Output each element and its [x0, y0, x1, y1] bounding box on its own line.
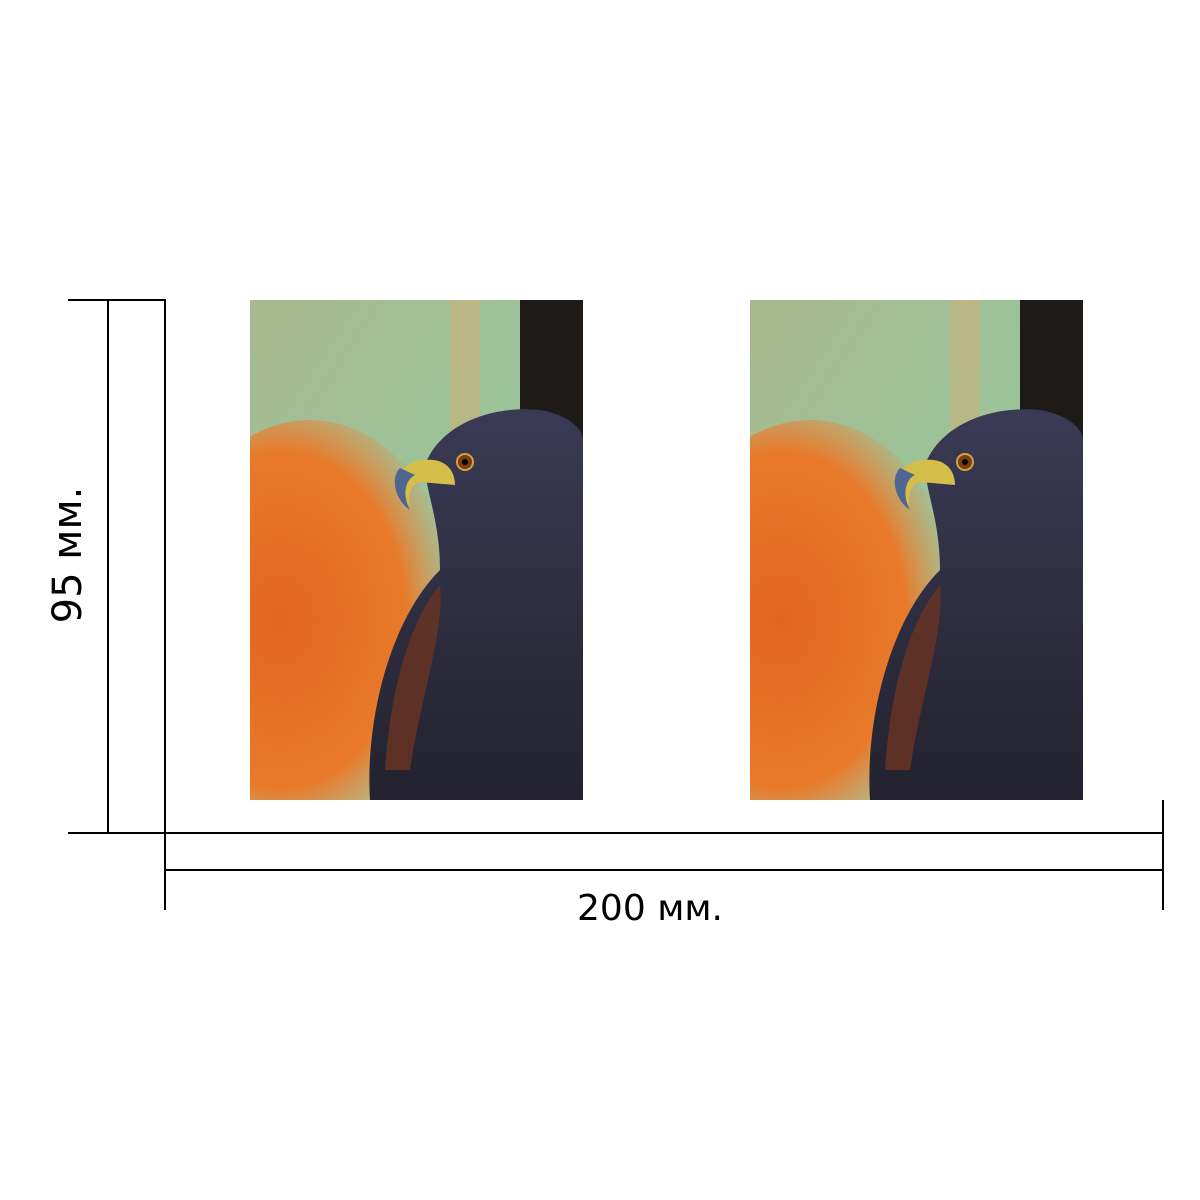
height-label: 95 мм.	[45, 487, 91, 624]
width-label: 200 мм.	[577, 888, 723, 929]
print-image	[660, 300, 1083, 820]
print-image	[160, 300, 583, 820]
